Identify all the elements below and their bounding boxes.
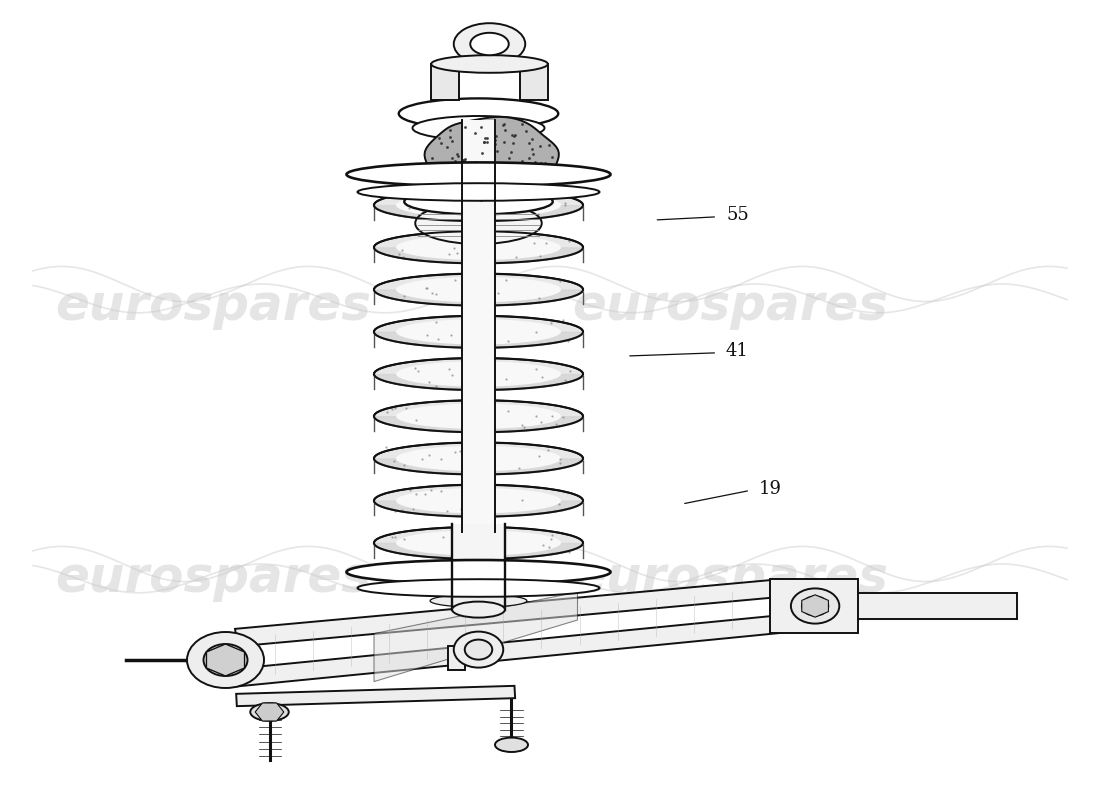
Polygon shape xyxy=(235,615,782,686)
Ellipse shape xyxy=(396,193,561,218)
Ellipse shape xyxy=(396,362,561,386)
Bar xyxy=(452,524,505,610)
Ellipse shape xyxy=(396,446,561,471)
Ellipse shape xyxy=(374,400,583,432)
Polygon shape xyxy=(520,64,548,100)
Ellipse shape xyxy=(204,644,248,676)
Polygon shape xyxy=(448,646,465,670)
Ellipse shape xyxy=(251,703,288,721)
Ellipse shape xyxy=(358,579,600,597)
Ellipse shape xyxy=(464,640,493,659)
Ellipse shape xyxy=(396,277,561,302)
Polygon shape xyxy=(425,117,559,203)
Ellipse shape xyxy=(431,55,548,73)
Ellipse shape xyxy=(430,594,527,607)
Ellipse shape xyxy=(453,23,526,65)
Ellipse shape xyxy=(374,485,583,517)
Text: eurospares: eurospares xyxy=(572,282,888,330)
Ellipse shape xyxy=(374,190,583,221)
Text: 41: 41 xyxy=(726,342,749,360)
Ellipse shape xyxy=(430,566,527,578)
Ellipse shape xyxy=(453,632,504,667)
Ellipse shape xyxy=(495,738,528,752)
Polygon shape xyxy=(802,595,828,618)
Ellipse shape xyxy=(398,98,558,129)
Ellipse shape xyxy=(374,358,583,390)
Text: eurospares: eurospares xyxy=(55,554,371,602)
Ellipse shape xyxy=(346,560,610,584)
Ellipse shape xyxy=(374,316,583,348)
Polygon shape xyxy=(431,64,459,100)
Ellipse shape xyxy=(396,403,561,429)
Text: eurospares: eurospares xyxy=(572,554,888,602)
Ellipse shape xyxy=(396,488,561,514)
Ellipse shape xyxy=(802,596,828,616)
Bar xyxy=(462,120,495,532)
Ellipse shape xyxy=(452,602,505,618)
Text: eurospares: eurospares xyxy=(55,282,371,330)
Ellipse shape xyxy=(187,632,264,688)
Ellipse shape xyxy=(374,442,583,474)
Polygon shape xyxy=(374,592,578,682)
Ellipse shape xyxy=(396,319,561,345)
Ellipse shape xyxy=(374,527,583,558)
Ellipse shape xyxy=(358,183,600,201)
Ellipse shape xyxy=(412,116,544,140)
Bar xyxy=(770,579,858,634)
Ellipse shape xyxy=(374,274,583,306)
Text: 55: 55 xyxy=(726,206,749,224)
Ellipse shape xyxy=(374,231,583,263)
Polygon shape xyxy=(255,703,284,721)
Ellipse shape xyxy=(430,580,527,593)
Polygon shape xyxy=(207,644,244,676)
Polygon shape xyxy=(236,686,515,706)
Text: 19: 19 xyxy=(759,480,782,498)
Polygon shape xyxy=(235,579,782,646)
Ellipse shape xyxy=(471,33,508,55)
Ellipse shape xyxy=(346,162,610,186)
Ellipse shape xyxy=(416,202,541,244)
Ellipse shape xyxy=(396,234,561,260)
Ellipse shape xyxy=(791,589,839,624)
Ellipse shape xyxy=(405,189,552,214)
Ellipse shape xyxy=(396,530,561,555)
